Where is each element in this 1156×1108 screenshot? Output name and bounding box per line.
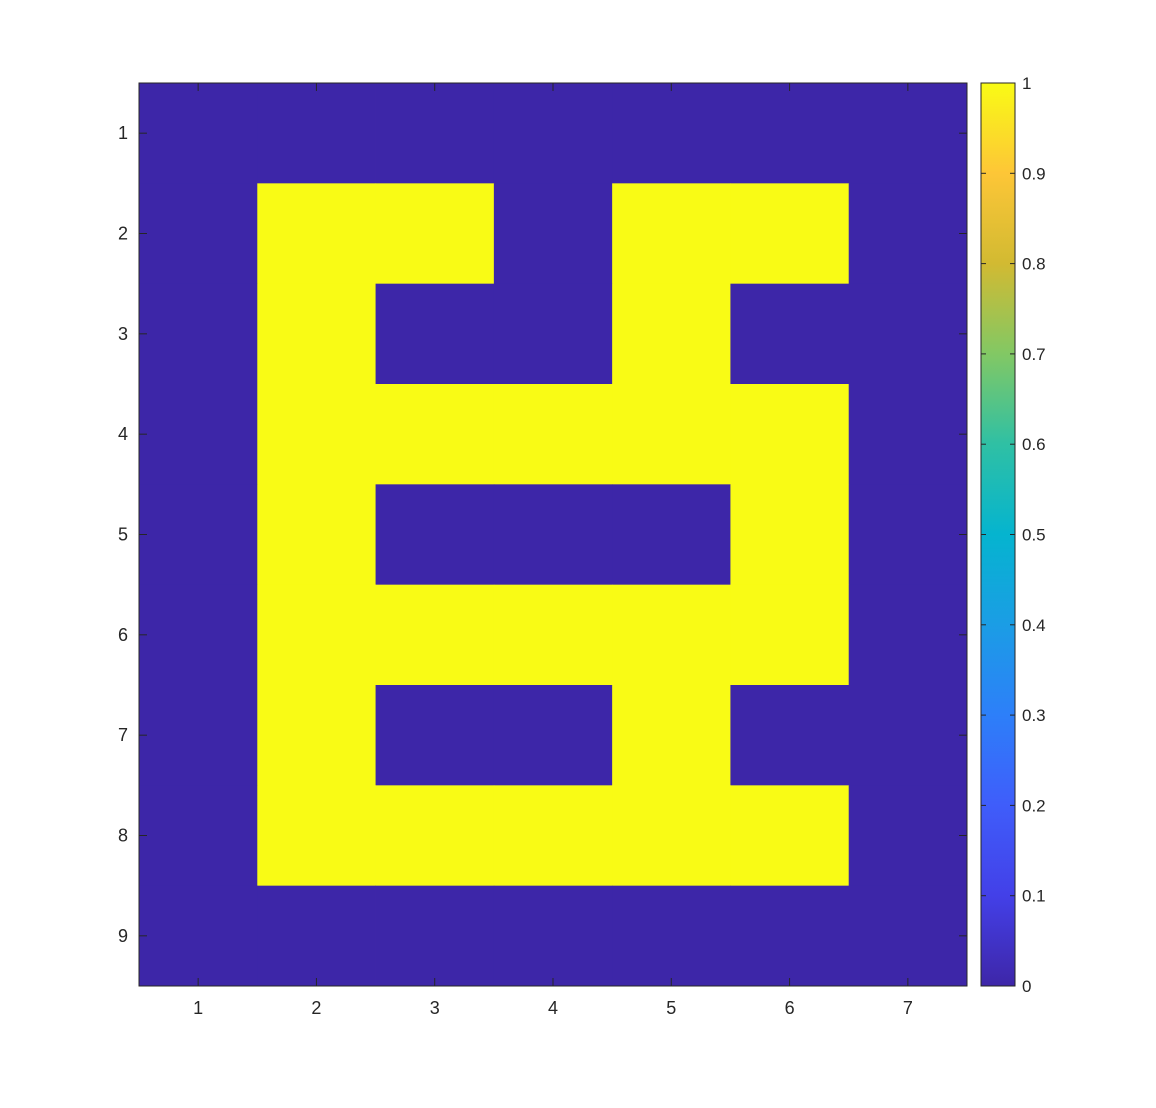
heatmap-cell bbox=[730, 484, 850, 586]
heatmap-cell bbox=[375, 484, 495, 586]
heatmap-cell bbox=[139, 584, 258, 686]
heatmap-cell bbox=[375, 384, 495, 485]
heatmap-cell bbox=[730, 283, 850, 385]
heatmap-cell bbox=[139, 83, 258, 184]
y-tick-label: 7 bbox=[118, 725, 128, 745]
heatmap-cell bbox=[375, 685, 495, 786]
heatmap-cell bbox=[375, 283, 495, 385]
heatmap-cells bbox=[139, 83, 968, 987]
heatmap-cell bbox=[139, 484, 258, 586]
heatmap-cell bbox=[257, 584, 376, 686]
x-tick-label: 4 bbox=[548, 998, 558, 1018]
heatmap-cell bbox=[257, 83, 376, 184]
heatmap-cell bbox=[139, 685, 258, 786]
colorbar-tick-label: 0.4 bbox=[1022, 616, 1046, 635]
heatmap-cell bbox=[848, 584, 968, 686]
heatmap-cell bbox=[612, 283, 731, 385]
tick-marks bbox=[139, 83, 967, 986]
colorbar-tick-label: 0.1 bbox=[1022, 887, 1046, 906]
y-tick-label: 8 bbox=[118, 826, 128, 846]
y-tick-label: 1 bbox=[118, 123, 128, 143]
heatmap-cell bbox=[848, 283, 968, 385]
heatmap-cell bbox=[493, 183, 613, 285]
x-tick-labels: 1 2 3 4 5 6 7 bbox=[193, 998, 913, 1018]
colorbar-tick-label: 0.7 bbox=[1022, 345, 1046, 364]
heatmap-cell bbox=[257, 384, 376, 485]
heatmap-cell bbox=[730, 384, 850, 485]
heatmap-cell bbox=[493, 785, 613, 887]
heatmap-cell bbox=[612, 885, 731, 987]
heatmap-cell bbox=[612, 685, 731, 786]
colorbar-tick-label: 0.6 bbox=[1022, 435, 1046, 454]
heatmap-cell bbox=[848, 785, 968, 887]
colorbar-gradient bbox=[980, 82, 1016, 987]
heatmap-cell bbox=[257, 484, 376, 586]
heatmap-cell bbox=[848, 183, 968, 285]
heatmap-cell bbox=[730, 584, 850, 686]
heatmap-cell bbox=[848, 885, 968, 987]
x-tick-label: 6 bbox=[785, 998, 795, 1018]
heatmap-cell bbox=[493, 384, 613, 485]
colorbar-tick-label: 0.5 bbox=[1022, 526, 1046, 545]
heatmap-cell bbox=[730, 83, 850, 184]
heatmap-cell bbox=[493, 283, 613, 385]
y-tick-label: 6 bbox=[118, 625, 128, 645]
heatmap-cell bbox=[139, 885, 258, 987]
heatmap-cell bbox=[493, 484, 613, 586]
colorbar-ticks: 0 0.1 0.2 0.3 0.4 0.5 0.6 0.7 0.8 0.9 1 bbox=[981, 74, 1046, 996]
x-tick-label: 5 bbox=[666, 998, 676, 1018]
x-tick-label: 7 bbox=[903, 998, 913, 1018]
heatmap-cell bbox=[612, 384, 731, 485]
colorbar-tick-label: 0.2 bbox=[1022, 796, 1046, 815]
x-tick-label: 2 bbox=[311, 998, 321, 1018]
x-tick-label: 3 bbox=[430, 998, 440, 1018]
colorbar-tick-label: 0.8 bbox=[1022, 255, 1046, 274]
heatmap-cell bbox=[257, 283, 376, 385]
heatmap-cell bbox=[257, 785, 376, 887]
heatmap-cell bbox=[730, 785, 850, 887]
heatmap-cell bbox=[730, 885, 850, 987]
heatmap-cell bbox=[257, 183, 376, 285]
heatmap-cell bbox=[375, 584, 495, 686]
y-tick-labels: 1 2 3 4 5 6 7 8 9 bbox=[118, 123, 128, 946]
heatmap-cell bbox=[139, 785, 258, 887]
heatmap-cell bbox=[493, 885, 613, 987]
colorbar: 0 0.1 0.2 0.3 0.4 0.5 0.6 0.7 0.8 0.9 1 bbox=[980, 74, 1046, 996]
heatmap-cell bbox=[848, 384, 968, 485]
heatmap-cell bbox=[612, 785, 731, 887]
heatmap-cell bbox=[848, 685, 968, 786]
heatmap-cell bbox=[493, 83, 613, 184]
heatmap-cell bbox=[612, 83, 731, 184]
colorbar-tick-label: 1 bbox=[1022, 74, 1031, 93]
heatmap-cell bbox=[493, 685, 613, 786]
heatmap-cell bbox=[730, 183, 850, 285]
y-tick-label: 2 bbox=[118, 224, 128, 244]
heatmap-cell bbox=[257, 885, 376, 987]
y-tick-label: 9 bbox=[118, 926, 128, 946]
colorbar-tick-label: 0.9 bbox=[1022, 164, 1046, 183]
heatmap-cell bbox=[257, 685, 376, 786]
heatmap-cell bbox=[493, 584, 613, 686]
heatmap-cell bbox=[612, 484, 731, 586]
heatmap-cell bbox=[375, 83, 495, 184]
heatmap-cell bbox=[139, 283, 258, 385]
heatmap-cell bbox=[375, 785, 495, 887]
heatmap-cell bbox=[139, 384, 258, 485]
colorbar-tick-label: 0.3 bbox=[1022, 706, 1046, 725]
y-tick-label: 3 bbox=[118, 324, 128, 344]
heatmap-cell bbox=[612, 183, 731, 285]
heatmap-cell bbox=[848, 484, 968, 586]
y-tick-label: 4 bbox=[118, 424, 128, 444]
y-tick-label: 5 bbox=[118, 525, 128, 545]
x-tick-label: 1 bbox=[193, 998, 203, 1018]
colorbar-tick-label: 0 bbox=[1022, 977, 1031, 996]
heatmap-cell bbox=[612, 584, 731, 686]
heatmap-cell bbox=[375, 183, 495, 285]
heatmap-cell bbox=[139, 183, 258, 285]
heatmap-cell bbox=[375, 885, 495, 987]
heatmap-cell bbox=[848, 83, 968, 184]
heatmap-cell bbox=[730, 685, 850, 786]
